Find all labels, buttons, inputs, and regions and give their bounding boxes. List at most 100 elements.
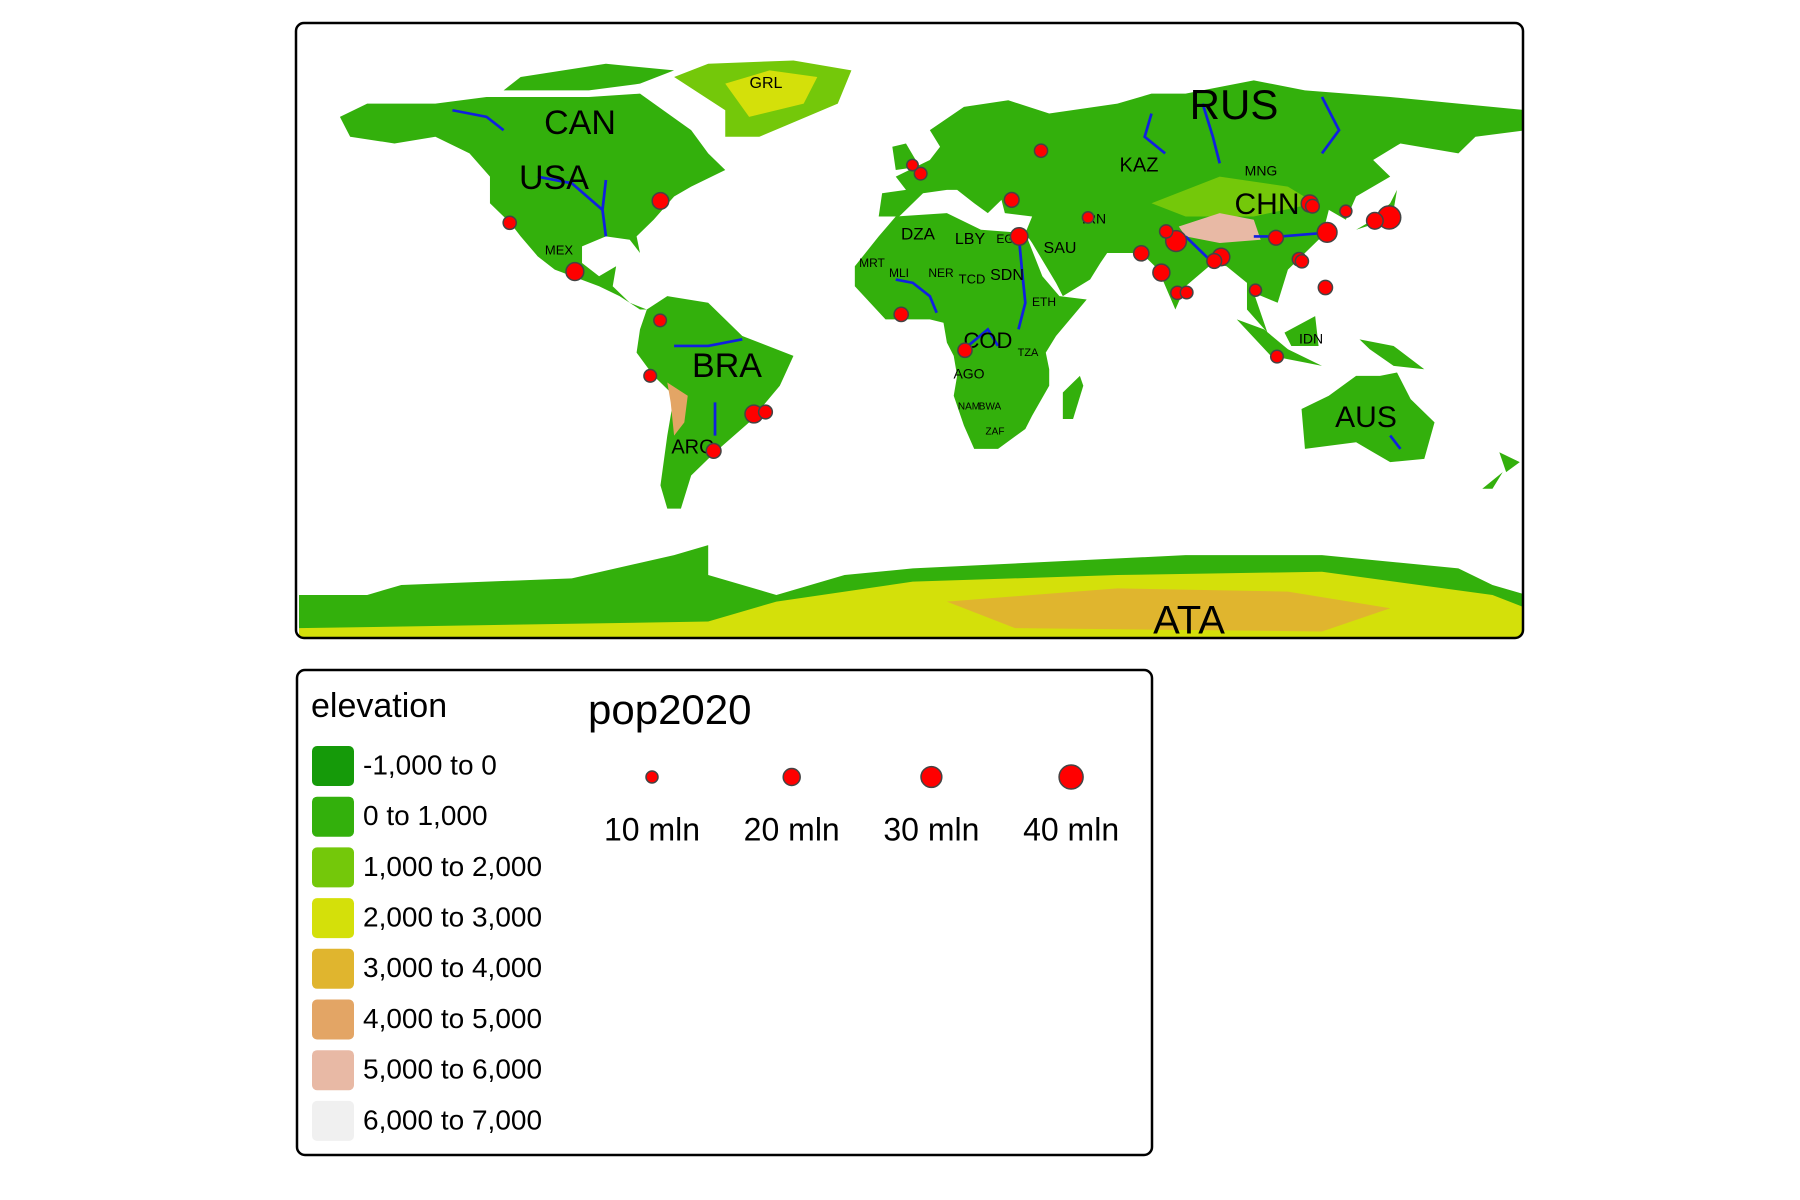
city <box>893 306 910 323</box>
country-label: TCD <box>959 271 986 286</box>
land <box>298 60 1523 638</box>
legend-label: 10 mln <box>604 811 700 847</box>
city <box>1365 211 1384 230</box>
map-frame <box>294 21 1525 640</box>
country-label: AUS <box>1335 401 1397 434</box>
legend-swatch <box>312 898 354 939</box>
city <box>1009 226 1029 246</box>
legend: elevation pop2020 -1,000 to 0 0 to 1,000 1… <box>295 668 1154 1157</box>
city <box>1206 252 1223 270</box>
city <box>565 261 585 282</box>
legend-swatch <box>312 796 354 837</box>
country-label: MRT <box>859 256 885 270</box>
south-america <box>636 296 794 509</box>
legend-label: 0 to 1,000 <box>363 800 488 831</box>
city <box>502 215 518 231</box>
city <box>957 342 973 359</box>
country-label: BWA <box>979 402 1002 413</box>
legend-label: 4,000 to 5,000 <box>363 1003 542 1034</box>
city <box>1317 279 1334 296</box>
greenland-ice <box>725 70 818 117</box>
country-label: MLI <box>889 266 909 280</box>
city <box>1269 349 1285 364</box>
legend-title: pop2020 <box>588 686 752 733</box>
city <box>1158 224 1174 239</box>
central-asia-high <box>1151 176 1316 217</box>
legend-swatch <box>312 948 354 989</box>
legend-label: 5,000 to 6,000 <box>363 1054 542 1085</box>
country-label: MNG <box>1245 163 1278 179</box>
new-zealand <box>1482 452 1520 489</box>
city <box>1294 253 1310 269</box>
legend-label: 6,000 to 7,000 <box>363 1104 542 1135</box>
legend-frame <box>295 668 1154 1157</box>
legend-bubble <box>645 770 659 784</box>
legend-bubble <box>1058 764 1084 790</box>
country-label: AGO <box>953 366 984 382</box>
legend-label: -1,000 to 0 <box>363 749 497 780</box>
city <box>1152 263 1171 282</box>
city <box>653 313 668 328</box>
legend-bubble <box>920 765 943 789</box>
country-label: TZA <box>1018 347 1039 359</box>
tibet <box>1178 213 1261 244</box>
legend-label: 30 mln <box>883 811 979 847</box>
city <box>757 404 774 420</box>
legend-title: elevation <box>311 687 447 725</box>
arctic-islands <box>503 63 675 91</box>
city <box>643 368 658 383</box>
country-label: MEX <box>545 242 574 257</box>
legend-label: 1,000 to 2,000 <box>363 851 542 882</box>
country-label: ARG <box>671 436 714 458</box>
country-labels: GRL CAN USA MEX RUS KAZ MNG CHN IRN SAU … <box>519 75 1397 643</box>
city <box>1316 221 1338 244</box>
country-label: RUS <box>1190 81 1279 128</box>
city <box>1003 191 1020 208</box>
africa <box>854 213 1087 449</box>
city <box>913 166 928 181</box>
madagascar <box>1062 375 1084 419</box>
map-area: GRL CAN USA MEX RUS KAZ MNG CHN IRN SAU … <box>296 23 1523 643</box>
country-label: SDN <box>990 267 1024 284</box>
country-label: NAM <box>958 402 980 413</box>
city <box>1248 283 1263 297</box>
andes <box>667 382 688 436</box>
country-label: ETH <box>1032 295 1056 309</box>
australia <box>1301 372 1435 463</box>
legend-swatch <box>312 746 354 786</box>
legend-label: 3,000 to 4,000 <box>363 952 542 983</box>
city <box>1132 244 1150 262</box>
country-label: NER <box>928 266 954 280</box>
country-label: LBY <box>955 231 986 248</box>
country-label: KAZ <box>1120 154 1159 176</box>
cities <box>502 143 1402 459</box>
legend-label: 40 mln <box>1023 811 1119 847</box>
city <box>906 158 919 172</box>
city <box>1081 211 1095 224</box>
city <box>1267 229 1285 246</box>
legend-swatch <box>312 847 354 888</box>
city <box>1179 285 1194 300</box>
legend-label: 20 mln <box>744 811 840 847</box>
country-label: SAU <box>1044 240 1077 257</box>
country-label: ATA <box>1153 599 1225 643</box>
country-label: USA <box>519 159 589 197</box>
country-label: ZAF <box>986 427 1005 438</box>
legend-bubble <box>782 767 801 787</box>
country-label: GRL <box>750 75 783 92</box>
rivers <box>452 96 1402 450</box>
country-label: CHN <box>1235 188 1300 221</box>
city <box>1033 143 1049 159</box>
legend-swatch <box>312 1100 354 1141</box>
city <box>705 442 722 459</box>
legend-swatch <box>312 999 354 1040</box>
north-america <box>339 93 726 310</box>
country-label: DZA <box>901 224 936 243</box>
antarctica-dome <box>946 588 1391 632</box>
city <box>651 191 670 210</box>
city <box>1339 204 1353 218</box>
country-label: BRA <box>692 347 762 385</box>
country-label: IDN <box>1299 331 1323 347</box>
legend-label: 2,000 to 3,000 <box>363 901 542 932</box>
